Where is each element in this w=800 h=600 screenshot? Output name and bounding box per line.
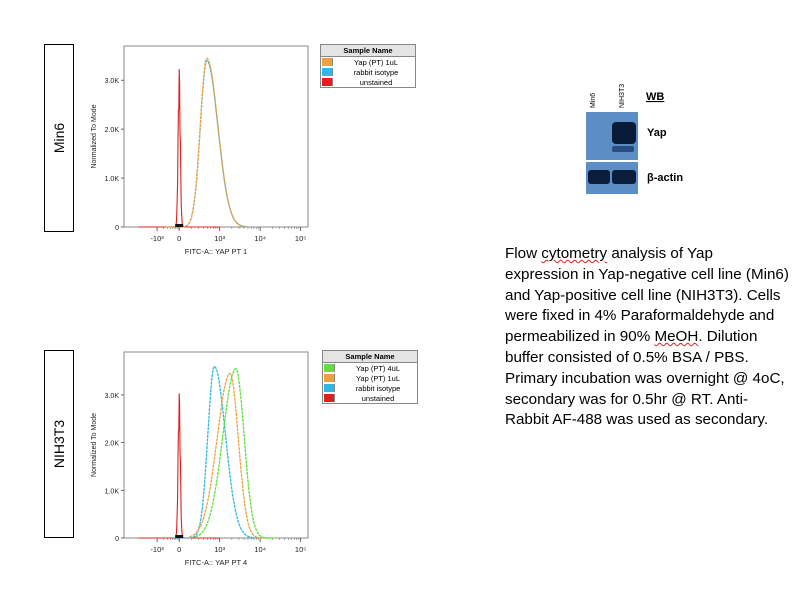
histogram-curve [173,365,255,539]
legend-nih3t3: Sample Name Yap (PT) 4uL Yap (PT) 1uL rabbi… [322,350,418,404]
blot-actin-band-min6 [588,170,610,184]
y-axis-label: Normalized To Mode [91,104,98,168]
legend-item: Yap (PT) 1uL [323,373,417,383]
legend-swatch [322,68,333,76]
caption-text: MeOH [654,328,699,346]
y-tick-label: 2.0K [105,127,120,134]
row-label-text: Min6 [51,122,68,154]
zero-cluster-mark [175,224,184,227]
legend-swatch [322,58,333,66]
band-label-actin: β-actin [647,172,683,184]
x-tick-label: -10³ [150,234,164,243]
x-tick-label: 10³ [214,545,225,554]
y-tick-label: 1.0K [105,176,120,183]
legend-swatch [324,374,335,382]
row-label-nih3t3: NIH3T3 [44,350,74,538]
y-tick-label: 1.0K [105,488,120,495]
x-tick-label: 0 [177,234,181,243]
western-blot: Min6 NIH3T3 WB Yap β-actin [578,70,698,200]
legend-swatch [324,364,335,372]
wb-title: WB [646,91,664,103]
caption-text: cytometry [541,245,608,262]
legend-label: rabbit isotype [355,383,401,393]
x-tick-label: 10⁵ [295,234,306,243]
y-tick-label: 2.0K [105,441,120,448]
x-tick-label: 10⁴ [254,234,266,243]
y-axis-label: Normalized To Mode [91,413,98,477]
caption-text: Flow [505,245,542,262]
blot-actin-band-nih3t3 [612,170,636,184]
x-tick-label: 10³ [214,234,225,243]
caption-text: . Dilution buffer consisted of 0.5% BSA … [505,328,785,429]
lane-label-min6: Min6 [590,93,597,108]
x-tick-label: 10⁴ [254,545,266,554]
caption-text: analysis of Yap expression in Yap-negati… [505,245,789,346]
histogram-nih3t3: 0 1.0K 2.0K 3.0K Normalized To Mode -10³ 0 10³ 1… [91,351,309,567]
legend-swatch [324,394,335,402]
y-tick-label: 3.0K [105,393,120,400]
legend-min6: Sample Name Yap (PT) 1uL rabbit isotype uns… [320,44,416,88]
x-tick-label: -10³ [150,545,164,554]
histogram-min6: 0 1.0K 2.0K 3.0K Normalized To Mode -10³ 0 10³ 1… [91,45,309,256]
legend-item: rabbit isotype [323,383,417,393]
western-blot-image: Min6 NIH3T3 WB Yap β-actin [586,84,683,194]
x-tick-label: 10⁵ [295,545,306,554]
legend-item: unstained [323,393,417,403]
legend-title: Sample Name [323,351,417,363]
blot-yap-band [612,122,636,144]
plot-area [123,351,309,539]
row-label-min6: Min6 [44,44,74,232]
legend-item: unstained [321,77,415,87]
legend-item: Yap (PT) 1uL [321,57,415,67]
band-label-yap: Yap [647,127,667,139]
histogram-curve [195,368,277,539]
legend-swatch [324,384,335,392]
legend-title: Sample Name [321,45,415,57]
legend-label: rabbit isotype [353,67,399,77]
lane-label-nih3t3: NIH3T3 [619,84,626,108]
legend-swatch [322,78,333,86]
plot-area [123,45,309,228]
figure-caption: Flow cytometry analysis of Yap expressio… [505,244,790,431]
histogram-curve [138,393,220,539]
y-tick-label: 0 [115,225,119,232]
legend-label: unstained [359,77,393,87]
x-tick-label: 0 [177,545,181,554]
x-axis-label: FITC-A:: YAP PT 4 [185,558,247,567]
legend-label: Yap (PT) 1uL [355,373,401,383]
legend-label: unstained [361,393,395,403]
histogram-curve [138,69,220,228]
zero-cluster-mark [175,535,184,538]
y-tick-label: 3.0K [105,78,120,85]
legend-label: Yap (PT) 4uL [355,363,401,373]
legend-item: Yap (PT) 4uL [323,363,417,373]
y-tick-label: 0 [115,536,119,543]
legend-label: Yap (PT) 1uL [353,57,399,67]
x-axis-label: FITC-A:: YAP PT 1 [185,247,247,256]
legend-item: rabbit isotype [321,67,415,77]
histogram-curve [189,372,271,539]
row-label-text: NIH3T3 [51,419,68,469]
blot-yap-band-faint [612,146,634,152]
